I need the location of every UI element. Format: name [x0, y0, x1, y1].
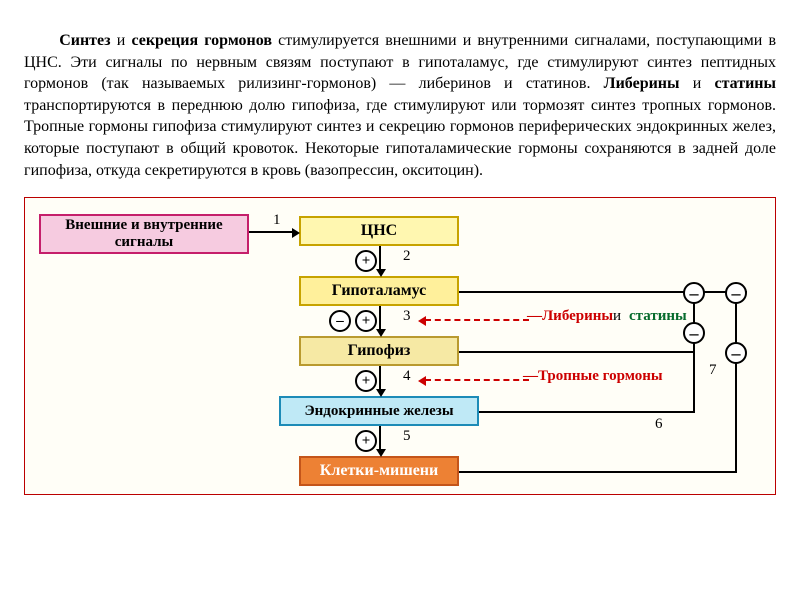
minus-icon: – [725, 342, 747, 364]
bold-sintez: Синтез [59, 32, 110, 49]
num-7: 7 [709, 362, 717, 379]
num-3: 3 [403, 308, 411, 325]
arrow-3 [379, 306, 381, 330]
arrow-2 [379, 246, 381, 270]
dashed-arrow-tropnye [425, 379, 529, 381]
paragraph: Синтез и секреция гормонов стимулируется… [24, 30, 776, 181]
bold-sekrecia: секреция гормонов [131, 32, 272, 49]
plus-icon: + [355, 430, 377, 452]
arrow-5 [379, 426, 381, 450]
plus-icon: + [355, 310, 377, 332]
num-1: 1 [273, 212, 281, 229]
minus-icon: – [725, 282, 747, 304]
pit-branch [459, 351, 695, 353]
arrow-4 [379, 366, 381, 390]
plus-icon: + [355, 370, 377, 392]
bold-statiny: статины [714, 75, 776, 92]
diagram: Внешние и внутренние сигналы ЦНС Гипотал… [24, 197, 776, 495]
plus-icon: + [355, 250, 377, 272]
minus-icon: – [683, 282, 705, 304]
num-2: 2 [403, 248, 411, 265]
label-i: и [613, 308, 621, 325]
bold-liberiny: Либерины [604, 75, 680, 92]
label-liberiny: —Либерины [527, 308, 613, 325]
node-endocrine: Эндокринные железы [279, 396, 479, 426]
label-tropnye: —Тропные гормоны [523, 368, 663, 385]
node-pituitary: Гипофиз [299, 336, 459, 366]
arrow-1 [249, 231, 293, 233]
num-6: 6 [655, 416, 663, 433]
node-signals: Внешние и внутренние сигналы [39, 214, 249, 254]
node-hypothalamus: Гипоталамус [299, 276, 459, 306]
fb6-h1 [479, 411, 695, 413]
fb6-v [693, 302, 695, 411]
num-5: 5 [403, 428, 411, 445]
fb7-v [735, 302, 737, 471]
fb7-h1 [459, 471, 737, 473]
node-target: Клетки-мишени [299, 456, 459, 486]
minus-icon: – [329, 310, 351, 332]
node-cns: ЦНС [299, 216, 459, 246]
minus-icon: – [683, 322, 705, 344]
num-4: 4 [403, 368, 411, 385]
label-statiny: статины [629, 308, 687, 325]
dashed-arrow-liberiny [425, 319, 529, 321]
